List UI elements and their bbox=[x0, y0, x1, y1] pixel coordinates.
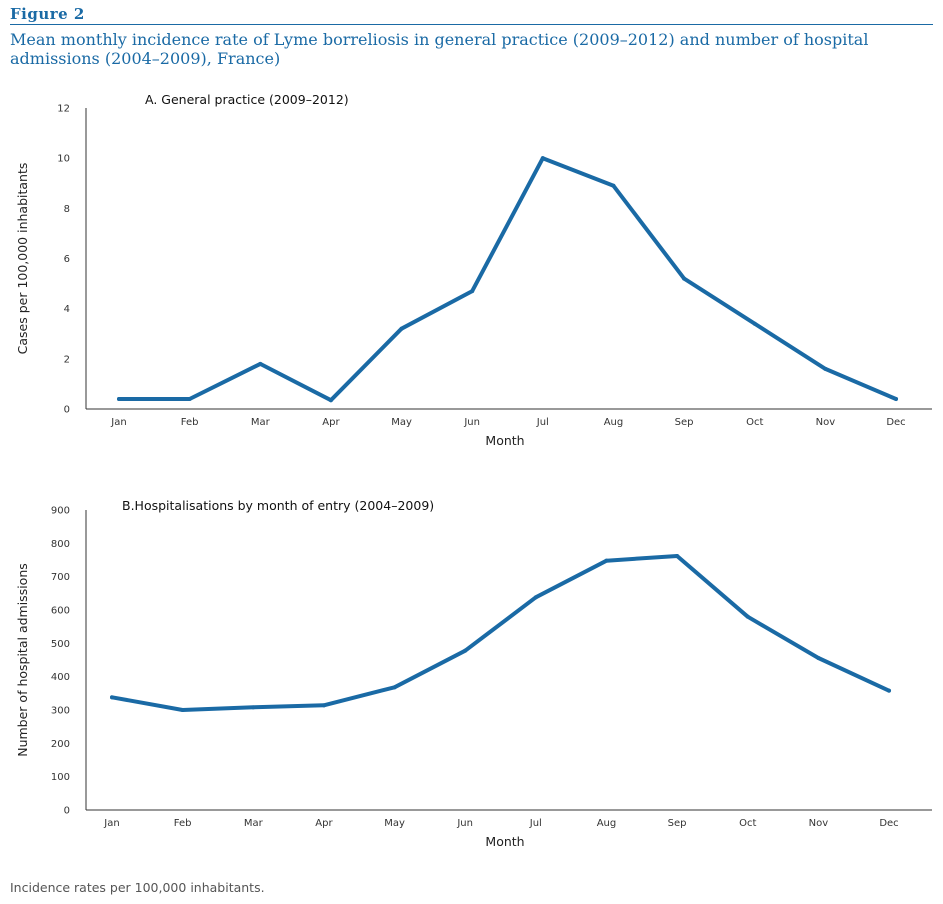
chart-title: B.Hospitalisations by month of entry (20… bbox=[122, 498, 434, 513]
x-tick-label: Mar bbox=[251, 417, 271, 428]
figure-label: Figure 2 bbox=[10, 5, 85, 23]
y-tick-label: 0 bbox=[64, 806, 70, 817]
y-tick-label: 10 bbox=[57, 154, 70, 165]
footnote: Incidence rates per 100,000 inhabitants. bbox=[10, 880, 265, 895]
x-tick-label: Oct bbox=[746, 417, 763, 428]
data-point bbox=[604, 558, 609, 563]
y-tick-label: 400 bbox=[51, 672, 70, 683]
charts-canvas: A. General practice (2009–2012) 0 2 4 6 8 10 12… bbox=[15, 92, 932, 849]
data-point bbox=[470, 289, 475, 294]
y-tick-label: 12 bbox=[57, 104, 70, 115]
y-tick-label: 100 bbox=[51, 772, 70, 783]
data-point bbox=[180, 708, 185, 712]
y-tick-label: 4 bbox=[64, 304, 70, 315]
y-axis-title: Number of hospital admissions bbox=[15, 563, 30, 757]
x-tick-label: Sep bbox=[675, 417, 694, 428]
x-tick-label: Apr bbox=[315, 818, 333, 829]
chart-panel-a: A. General practice (2009–2012) 0 2 4 6 8 10 12… bbox=[15, 92, 932, 448]
x-tick-label: Oct bbox=[739, 818, 756, 829]
x-tick-label: Nov bbox=[809, 818, 829, 829]
y-tick-label: 900 bbox=[51, 506, 70, 517]
x-tick-label: May bbox=[384, 818, 405, 829]
y-tick-label: 500 bbox=[51, 639, 70, 650]
y-tick-label: 8 bbox=[64, 204, 70, 215]
y-tick-label: 300 bbox=[51, 706, 70, 717]
data-point bbox=[823, 366, 828, 371]
data-point bbox=[816, 656, 821, 660]
y-tick-label: 200 bbox=[51, 739, 70, 750]
x-tick-label: Nov bbox=[816, 417, 836, 428]
data-point bbox=[752, 321, 757, 326]
x-tick-label: Aug bbox=[597, 818, 617, 829]
chart-title: A. General practice (2009–2012) bbox=[145, 92, 349, 107]
data-point bbox=[540, 156, 545, 161]
x-tick-label: Jul bbox=[536, 417, 549, 428]
series-line bbox=[110, 554, 891, 712]
figure-caption: Mean monthly incidence rate of Lyme borr… bbox=[10, 30, 869, 68]
x-tick-label: Jul bbox=[529, 818, 542, 829]
x-tick-label: Jan bbox=[103, 818, 119, 829]
data-point bbox=[611, 183, 616, 188]
y-tick-label: 700 bbox=[51, 572, 70, 583]
data-point bbox=[894, 396, 898, 401]
header-rule bbox=[10, 24, 933, 25]
data-point bbox=[251, 705, 256, 710]
series-line bbox=[117, 156, 898, 403]
y-tick-label: 0 bbox=[64, 405, 70, 416]
x-tick-label: Feb bbox=[181, 417, 199, 428]
data-point bbox=[745, 614, 750, 619]
y-tick-label: 800 bbox=[51, 539, 70, 550]
data-point bbox=[682, 276, 687, 281]
x-axis-title: Month bbox=[485, 433, 524, 448]
data-point bbox=[675, 554, 680, 558]
x-tick-label: May bbox=[391, 417, 412, 428]
x-tick-label: Jan bbox=[110, 417, 126, 428]
x-tick-label: Jun bbox=[463, 417, 480, 428]
x-tick-label: Jun bbox=[456, 818, 473, 829]
x-tick-label: Apr bbox=[322, 417, 340, 428]
data-point bbox=[110, 695, 114, 700]
chart-panel-b: B.Hospitalisations by month of entry (20… bbox=[15, 498, 932, 849]
data-point bbox=[117, 396, 121, 401]
x-tick-label: Dec bbox=[879, 818, 898, 829]
data-point bbox=[887, 688, 891, 693]
data-point bbox=[328, 398, 333, 403]
x-tick-label: Aug bbox=[604, 417, 624, 428]
x-tick-label: Sep bbox=[668, 818, 687, 829]
data-point bbox=[392, 685, 397, 690]
data-point bbox=[463, 648, 468, 653]
y-axis-title: Cases per 100,000 inhabitants bbox=[15, 163, 30, 355]
data-point bbox=[258, 361, 263, 366]
y-tick-label: 600 bbox=[51, 606, 70, 617]
data-point bbox=[321, 703, 326, 708]
x-tick-label: Feb bbox=[174, 818, 192, 829]
y-tick-label: 2 bbox=[64, 354, 70, 365]
data-point bbox=[187, 396, 192, 401]
x-tick-label: Mar bbox=[244, 818, 264, 829]
y-tick-label: 6 bbox=[64, 254, 70, 265]
x-tick-label: Dec bbox=[886, 417, 905, 428]
data-point bbox=[399, 326, 404, 331]
x-axis-title: Month bbox=[485, 834, 524, 849]
data-point bbox=[533, 595, 538, 600]
